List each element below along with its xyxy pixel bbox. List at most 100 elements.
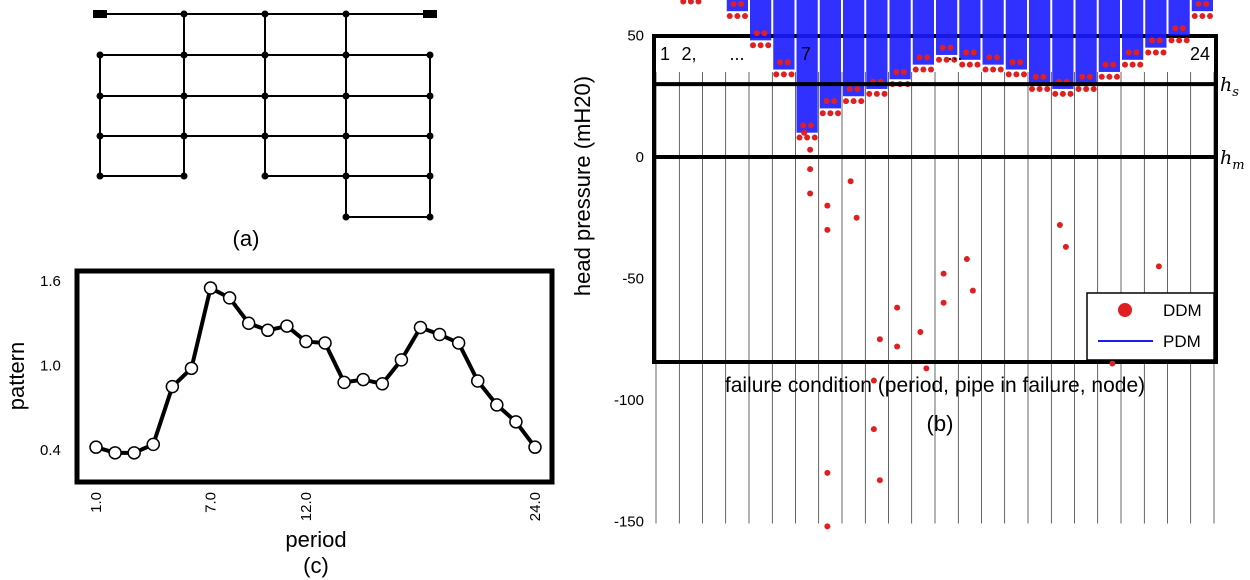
- ddm-point: [1017, 59, 1024, 66]
- junction-node: [342, 132, 350, 140]
- chart-b-ytick: -150: [614, 514, 644, 531]
- pdm-band: [726, 0, 748, 12]
- ddm-point: [742, 13, 748, 20]
- ddm-point: [1052, 90, 1059, 97]
- legend-ddm-label: DDM: [1163, 301, 1202, 320]
- junction-node: [426, 213, 434, 221]
- ddm-point: [695, 0, 702, 5]
- pdm-band: [1191, 0, 1213, 12]
- pdm-band: [1098, 0, 1120, 72]
- ddm-outlier-point: [876, 477, 883, 484]
- junction-node: [180, 51, 188, 59]
- ddm-point: [1156, 37, 1163, 44]
- ddm-point: [843, 98, 849, 105]
- junction-node: [180, 92, 188, 100]
- ddm-point: [943, 56, 950, 63]
- ddm-point: [835, 110, 841, 117]
- junction-node: [342, 213, 350, 221]
- ddm-point: [726, 13, 733, 20]
- ddm-point: [900, 68, 907, 75]
- ddm-point: [1183, 37, 1190, 44]
- ddm-point: [1044, 85, 1051, 92]
- ddm-point: [939, 44, 946, 51]
- ddm-point: [951, 56, 958, 63]
- period-label: 24: [1190, 44, 1210, 64]
- pattern-point: [184, 361, 199, 376]
- threshold-hm-label: hm: [1220, 147, 1245, 173]
- ddm-point: [738, 0, 745, 7]
- ddm-outlier-point: [807, 166, 814, 173]
- pattern-point: [203, 281, 218, 295]
- pattern-point: [432, 327, 447, 342]
- ddm-point: [734, 13, 741, 20]
- ddm-outlier-point: [870, 426, 877, 433]
- ddm-point: [866, 90, 873, 97]
- ddm-point: [1086, 73, 1093, 80]
- ddm-point: [788, 71, 795, 78]
- pdm-band: [796, 0, 818, 133]
- ddm-point: [997, 66, 1004, 73]
- pattern-series-line: [95, 286, 537, 455]
- chart-b-ytick: 0: [636, 149, 644, 166]
- pattern-point: [490, 398, 504, 412]
- ddm-outlier-point: [1056, 222, 1063, 229]
- pattern-point: [165, 379, 180, 394]
- ddm-point: [1160, 49, 1167, 56]
- ddm-outlier-point: [870, 377, 877, 384]
- ddm-point: [1199, 13, 1206, 20]
- ddm-point: [796, 134, 803, 141]
- ddm-point: [986, 54, 993, 61]
- ddm-point: [1013, 71, 1020, 78]
- pdm-band: [1168, 0, 1190, 36]
- junction-node: [342, 10, 350, 18]
- ddm-outlier-point: [963, 256, 970, 263]
- chart-c-ytick: 1.6: [40, 273, 61, 290]
- ddm-point: [1098, 73, 1105, 80]
- pattern-point: [222, 291, 237, 305]
- threshold-hm-subscript: m: [1232, 158, 1244, 173]
- pdm-band: [773, 0, 795, 70]
- threshold-hs-label: hs: [1220, 74, 1239, 100]
- pdm-band: [936, 0, 958, 55]
- pdm-band: [1005, 0, 1027, 70]
- ddm-point: [823, 98, 830, 105]
- junction-node: [261, 10, 269, 18]
- ddm-point: [947, 44, 954, 51]
- ddm-point: [1145, 49, 1152, 56]
- ddm-point: [928, 66, 934, 73]
- pdm-band: [843, 0, 865, 97]
- junction-node: [180, 132, 188, 140]
- threshold-hs-subscript: s: [1232, 85, 1239, 100]
- ddm-outlier-point: [807, 190, 814, 197]
- pattern-point: [241, 316, 256, 330]
- ddm-outlier-point: [853, 214, 860, 221]
- period-label: 7: [801, 44, 811, 64]
- ddm-outlier-point: [847, 178, 854, 185]
- ddm-point: [773, 71, 780, 78]
- chart-b-ylabel: head pressure (mH20): [570, 76, 595, 296]
- ddm-point: [881, 90, 888, 97]
- ddm-point: [1040, 73, 1047, 80]
- ddm-point: [1168, 37, 1175, 44]
- caption-c: (c): [303, 553, 329, 578]
- ddm-point: [1083, 85, 1090, 92]
- ddm-point: [993, 54, 1000, 61]
- ddm-point: [1090, 85, 1097, 92]
- ddm-point: [1009, 59, 1016, 66]
- ddm-point: [680, 0, 687, 5]
- period-label: ...: [947, 44, 962, 64]
- chart-c-xlabel: period: [285, 527, 346, 552]
- chart-c-ylabel: pattern: [4, 342, 29, 411]
- pdm-band: [866, 0, 888, 89]
- junction-node: [426, 172, 434, 180]
- pattern-point: [318, 336, 332, 350]
- junction-node: [342, 92, 350, 100]
- pdm-band: [982, 0, 1004, 65]
- ddm-point: [1110, 61, 1117, 68]
- period-label: ...: [729, 44, 744, 64]
- ddm-outlier-point: [807, 146, 814, 153]
- pdm-band: [1029, 0, 1051, 85]
- legend-pdm-label: PDM: [1163, 332, 1201, 351]
- chart-b-legend-box: [1086, 292, 1215, 361]
